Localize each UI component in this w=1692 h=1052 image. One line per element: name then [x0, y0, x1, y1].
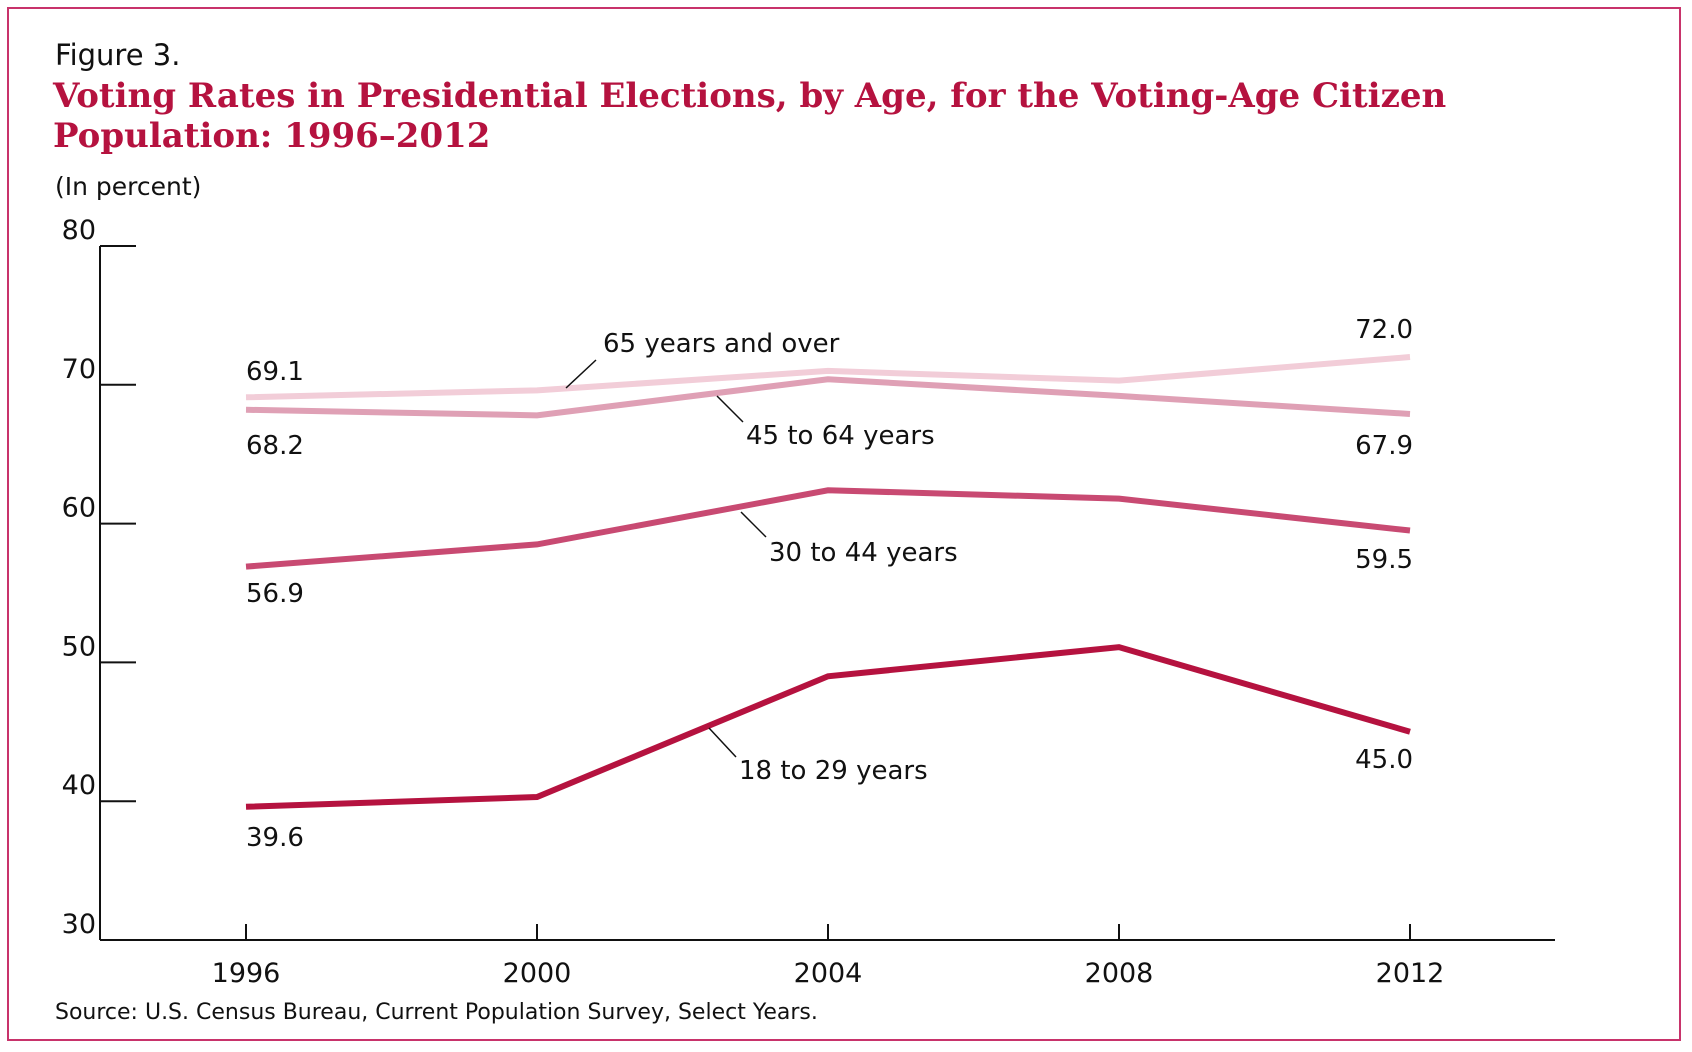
series-line-45-to-64-years [245, 376, 1411, 419]
figure-label: Figure 3. [55, 38, 181, 72]
series-line-30-to-44-years [245, 487, 1411, 570]
value-labels: 69.1 72.0 68.2 67.9 56.9 59.5 39.6 45.0 [246, 315, 1413, 853]
y-tick-label: 80 [62, 215, 96, 246]
x-tick-label: 1996 [212, 958, 281, 989]
series-name-label: 30 to 44 years [769, 538, 958, 568]
chart-title: Voting Rates in Presidential Elections, … [53, 76, 1447, 156]
data-label-end: 59.5 [1355, 545, 1413, 575]
data-label-start: 68.2 [246, 431, 304, 461]
figure-frame [7, 7, 1681, 1041]
callout-leader [740, 511, 767, 538]
y-tick-label: 50 [62, 631, 96, 662]
x-tick-label: 2004 [794, 958, 863, 989]
y-tick-label: 60 [62, 493, 96, 524]
y-tick-label: 70 [62, 354, 96, 385]
y-tick-label: 30 [62, 909, 96, 940]
data-label-start: 39.6 [246, 823, 304, 853]
data-label-end: 72.0 [1355, 315, 1413, 345]
x-tick-label: 2012 [1376, 958, 1445, 989]
x-tick-label: 2008 [1085, 958, 1154, 989]
series-callouts: 65 years and over 45 to 64 years 30 to 44 … [565, 329, 958, 786]
x-tick-label: 2000 [503, 958, 572, 989]
data-label-start: 69.1 [246, 357, 304, 387]
series-name-label: 45 to 64 years [746, 421, 935, 451]
series-line-18-to-29-years [245, 644, 1411, 810]
y-tick-label: 40 [62, 770, 96, 801]
series-name-label: 18 to 29 years [739, 756, 928, 786]
callout-leader [708, 727, 737, 758]
data-label-start: 56.9 [246, 579, 304, 609]
series-lines [245, 354, 1411, 810]
callout-leader [716, 395, 744, 423]
series-name-label: 65 years and over [603, 329, 840, 359]
data-label-end: 67.9 [1355, 431, 1413, 461]
source-note: Source: U.S. Census Bureau, Current Popu… [55, 1000, 818, 1025]
callout-leader [565, 359, 597, 389]
y-axis-units: (In percent) [55, 172, 202, 201]
series-line-65-years-and-over [245, 354, 1411, 401]
data-label-end: 45.0 [1355, 745, 1413, 775]
axes: 30 40 50 60 70 80 1996 2000 2004 2008 2012 [62, 215, 1555, 989]
